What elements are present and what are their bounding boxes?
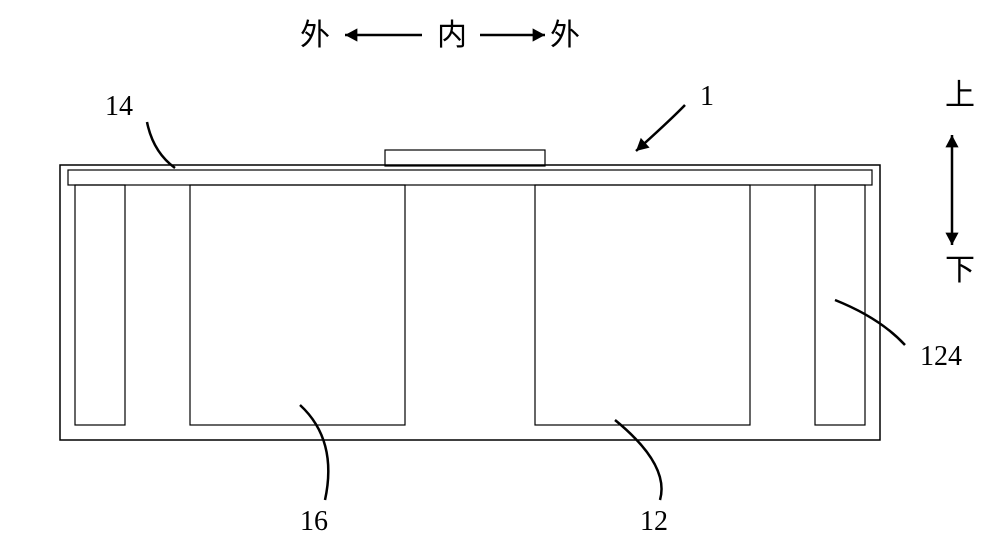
label-124: 124 xyxy=(920,341,962,372)
label-14: 14 xyxy=(105,91,133,122)
legend-down: 下 xyxy=(945,254,975,287)
label-1: 1 xyxy=(700,81,714,112)
legend-up: 上 xyxy=(945,79,975,112)
legend-inner: 内 xyxy=(437,19,467,52)
label-12: 12 xyxy=(640,506,668,537)
patent-figure: 外 内 外上下 1 12 14 16 124 xyxy=(0,0,1000,555)
label-16: 16 xyxy=(300,506,328,537)
legend-outer-right: 外 xyxy=(550,19,580,52)
legend-outer-left: 外 xyxy=(300,19,330,52)
